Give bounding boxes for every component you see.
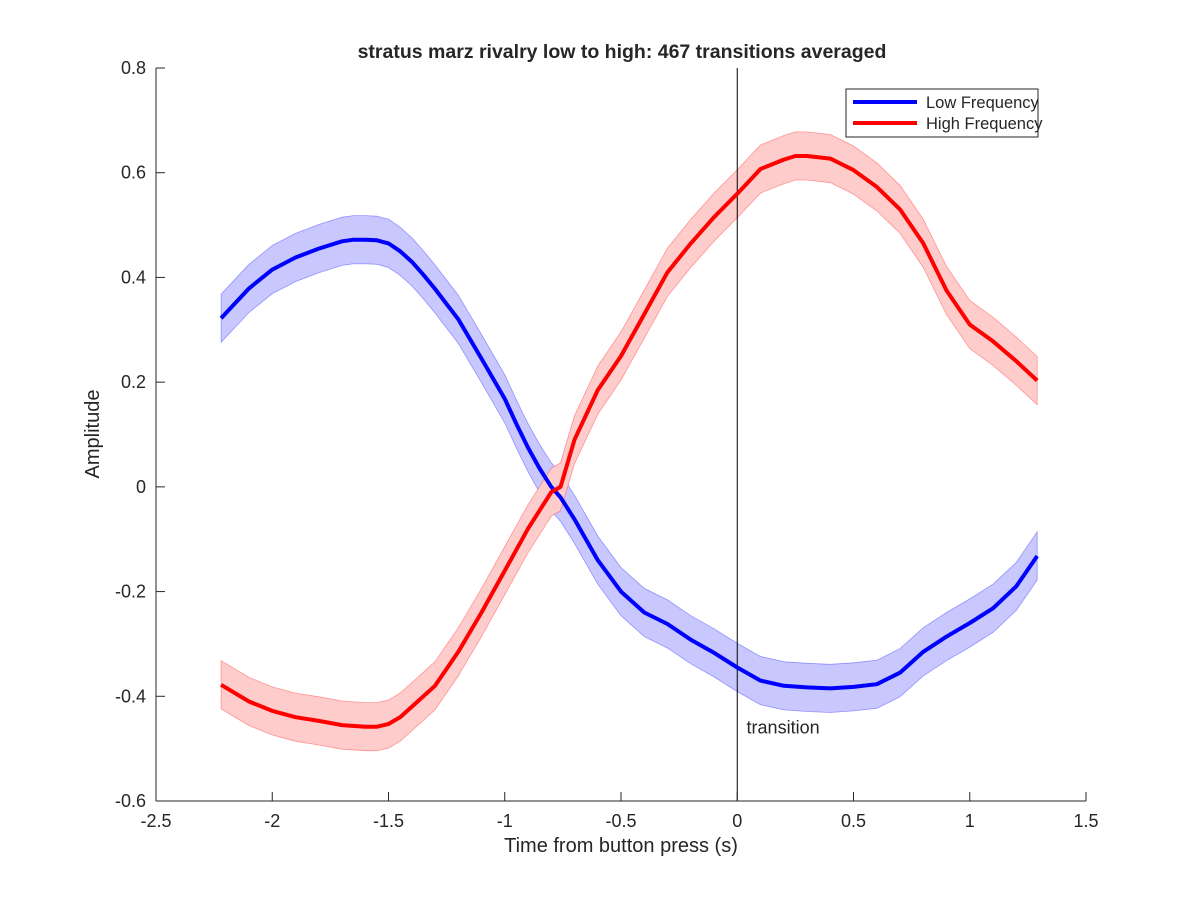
- x-tick-label: 1.5: [1073, 811, 1098, 831]
- legend: Low Frequency High Frequency: [845, 88, 1043, 138]
- x-tick-label: 0: [732, 811, 742, 831]
- y-tick-label: 0: [136, 477, 146, 497]
- legend-box: [845, 88, 1039, 138]
- y-tick-label: 0.8: [121, 58, 146, 78]
- series-lines: [219, 154, 1039, 729]
- y-tick-label: 0.6: [121, 163, 146, 183]
- y-axis-label: Amplitude: [82, 390, 104, 479]
- legend-label-high-frequency: High Frequency: [926, 115, 1043, 133]
- x-tick-label: -2.5: [140, 811, 171, 831]
- legend-label-low-frequency: Low Frequency: [926, 94, 1040, 112]
- chart-title: stratus marz rivalry low to high: 467 tr…: [358, 41, 887, 63]
- y-tick-label: -0.4: [115, 686, 146, 706]
- x-tick-label: -2: [264, 811, 280, 831]
- y-tick-label: -0.2: [115, 582, 146, 602]
- confidence-bands: [220, 131, 1038, 752]
- x-tick-label: 0.5: [841, 811, 866, 831]
- x-tick-label: 1: [965, 811, 975, 831]
- y-tick-label: 0.2: [121, 372, 146, 392]
- x-axis-label: Time from button press (s): [504, 835, 738, 857]
- y-tick-label: 0.4: [121, 267, 146, 287]
- x-tick-label: -1.5: [373, 811, 404, 831]
- x-tick-label: -0.5: [605, 811, 636, 831]
- axes: -2.5 -2 -1.5 -1 -0.5 0 0.5 1 1.5 -0.6 -0.4 -0.2 0 0.2…: [115, 58, 1099, 831]
- band-low-frequency: [220, 215, 1038, 713]
- band-high-frequency: [220, 131, 1038, 752]
- x-tick-label: -1: [497, 811, 513, 831]
- series-line-high-frequency: [220, 154, 1039, 729]
- transition-label: transition: [747, 718, 820, 738]
- y-tick-label: -0.6: [115, 791, 146, 811]
- series-line-low-frequency: [219, 237, 1039, 691]
